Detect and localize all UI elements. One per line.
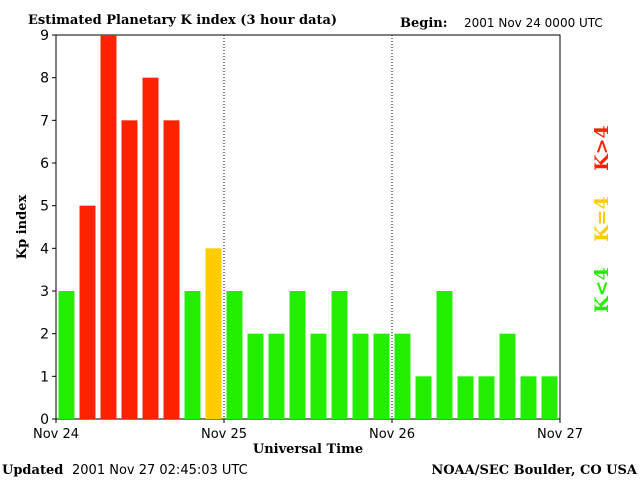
kp-bar-10	[268, 333, 285, 419]
kp-bar-3	[121, 120, 138, 419]
x-axis-label: Universal Time	[253, 442, 363, 457]
kp-bar-13	[331, 291, 348, 419]
y-tick-label-6: 6	[40, 156, 49, 172]
kp-bar-7	[205, 248, 222, 419]
day-dividers	[223, 35, 393, 419]
y-tick-label-1: 1	[40, 369, 49, 385]
kp-bar-14	[352, 333, 369, 419]
kp-bar-15	[373, 333, 390, 419]
bars-group	[58, 35, 558, 420]
y-tick-label-7: 7	[40, 113, 49, 129]
y-tick-label-3: 3	[40, 284, 49, 300]
kp-bar-9	[247, 333, 264, 419]
y-tick-label-5: 5	[40, 199, 49, 215]
kp-bar-11	[289, 291, 306, 419]
kp-bar-23	[541, 376, 558, 419]
y-tick-label-8: 8	[40, 71, 49, 87]
kp-bar-16	[394, 333, 411, 419]
kp-bar-6	[184, 291, 201, 419]
y-axis-label: Kp index	[15, 195, 30, 260]
kp-bar-21	[499, 333, 516, 419]
y-tick-label-4: 4	[40, 241, 49, 257]
kp-bar-5	[163, 120, 180, 419]
kp-bar-4	[142, 77, 159, 420]
x-tick-label-3: Nov 27	[537, 427, 583, 442]
x-tick-label-2: Nov 26	[369, 427, 415, 442]
updated-value: 2001 Nov 27 02:45:03 UTC	[72, 463, 248, 478]
kp-bar-22	[520, 376, 537, 419]
updated-label: Updated	[2, 463, 63, 478]
kp-bar-12	[310, 333, 327, 419]
kp-bar-19	[457, 376, 474, 419]
kp-bar-18	[436, 291, 453, 419]
x-axis-ticks: Nov 24 Nov 25 Nov 26 Nov 27	[33, 419, 583, 442]
kp-bar-0	[58, 291, 75, 419]
y-tick-label-0: 0	[40, 412, 49, 428]
y-tick-label-2: 2	[40, 327, 49, 343]
x-tick-label-1: Nov 25	[201, 427, 247, 442]
kp-bar-1	[79, 205, 96, 419]
credit-text: NOAA/SEC Boulder, CO USA	[431, 463, 638, 478]
kp-bar-20	[478, 376, 495, 419]
y-tick-label-9: 9	[40, 28, 49, 44]
legend-k-less-4: K<4	[591, 267, 613, 313]
legend-k-equal-4: K=4	[591, 196, 613, 242]
y-axis-ticks: 0 1 2 3 4 5 6 7 8 9	[40, 28, 56, 428]
chart-title: Estimated Planetary K index (3 hour data…	[28, 13, 337, 28]
x-tick-label-0: Nov 24	[33, 427, 79, 442]
kp-bar-17	[415, 376, 432, 419]
kp-bar-8	[226, 291, 243, 419]
kp-bar-2	[100, 35, 117, 419]
begin-value: 2001 Nov 24 0000 UTC	[464, 16, 603, 30]
begin-label: Begin:	[400, 16, 448, 31]
legend-k-greater-4: K>4	[591, 125, 613, 171]
plot-frame	[55, 34, 561, 420]
